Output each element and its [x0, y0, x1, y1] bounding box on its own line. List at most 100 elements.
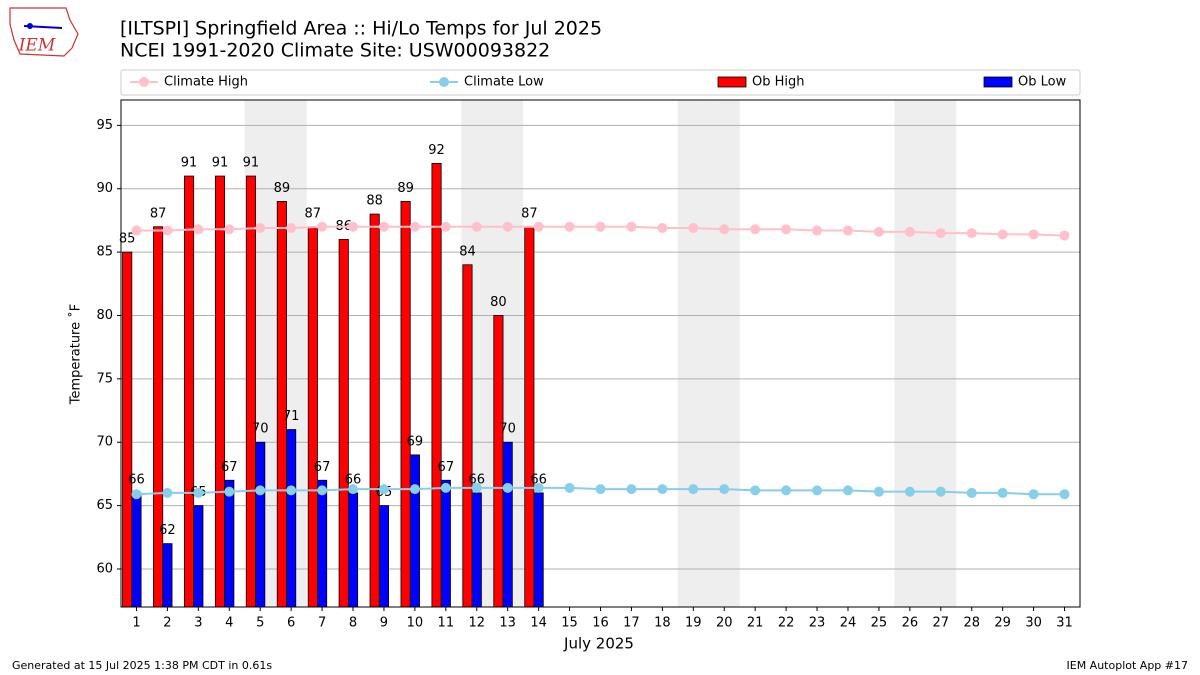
line-marker	[873, 226, 884, 237]
bar	[409, 454, 420, 608]
line-marker	[688, 484, 699, 495]
bar	[440, 479, 451, 608]
line-marker	[193, 487, 204, 498]
y-tick-label: 75	[96, 371, 113, 386]
weekend-shade	[677, 100, 740, 607]
bar	[471, 492, 482, 608]
footer-right: IEM Autoplot App #17	[1067, 659, 1189, 672]
logo: IEM	[9, 7, 79, 57]
bar-value-label: 67	[221, 460, 238, 475]
line-marker	[255, 485, 266, 496]
x-tick-label: 10	[407, 616, 424, 631]
line-marker	[657, 223, 668, 234]
bar-value-label: 91	[212, 156, 229, 171]
weekend-shade	[894, 100, 957, 607]
line-marker	[224, 224, 235, 235]
legend-marker	[439, 77, 449, 87]
line-marker	[193, 224, 204, 235]
line-marker	[781, 485, 792, 496]
x-tick-label: 30	[1025, 616, 1042, 631]
x-tick-label: 4	[225, 616, 233, 631]
bar	[193, 505, 204, 608]
bar	[131, 492, 142, 608]
line-marker	[812, 225, 823, 236]
line-marker	[255, 223, 266, 234]
legend-label: Climate High	[164, 75, 248, 90]
y-tick-label: 80	[96, 308, 113, 323]
legend-label: Climate Low	[464, 75, 544, 90]
bar-value-label: 71	[283, 409, 300, 424]
line-marker	[750, 485, 761, 496]
bar	[338, 239, 349, 608]
bar	[347, 492, 359, 608]
line-marker	[131, 489, 142, 500]
x-tick-label: 19	[685, 616, 702, 631]
bar	[255, 441, 266, 608]
bar	[462, 264, 473, 608]
line-marker	[935, 486, 946, 497]
line-marker	[812, 485, 823, 496]
x-tick-label: 31	[1056, 616, 1073, 631]
bar-value-label: 67	[438, 460, 455, 475]
bar-value-label: 62	[159, 523, 176, 538]
x-tick-label: 24	[840, 616, 857, 631]
line-marker	[626, 484, 637, 495]
bar	[122, 251, 133, 608]
x-tick-label: 20	[716, 616, 733, 631]
x-tick-label: 26	[902, 616, 919, 631]
chart-subtitle: NCEI 1991-2020 Climate Site: USW00093822	[120, 40, 550, 62]
x-tick-label: 5	[256, 616, 264, 631]
bar-value-label: 89	[274, 181, 291, 196]
bar	[524, 226, 535, 608]
x-tick-label: 27	[933, 616, 950, 631]
line-marker	[409, 484, 420, 495]
x-tick-label: 23	[809, 616, 826, 631]
line-marker	[471, 221, 482, 232]
line-marker	[873, 486, 884, 497]
x-tick-label: 18	[654, 616, 671, 631]
line-marker	[409, 221, 420, 232]
line-marker	[750, 224, 761, 235]
bar	[214, 175, 226, 608]
bar	[307, 226, 318, 608]
bar	[400, 200, 411, 608]
line-marker	[719, 224, 730, 235]
line-marker	[997, 229, 1008, 240]
y-tick-label: 95	[96, 118, 113, 133]
bar	[162, 543, 173, 608]
bar	[153, 226, 164, 608]
bar-value-label: 91	[243, 156, 260, 171]
x-tick-label: 8	[349, 616, 357, 631]
line-marker	[162, 225, 173, 236]
plot-frame	[120, 99, 1081, 608]
footer-left: Generated at 15 Jul 2025 1:38 PM CDT in …	[12, 659, 272, 672]
bar-value-label: 87	[305, 206, 322, 221]
x-axis-label: July 2025	[563, 635, 634, 653]
line-marker	[378, 221, 389, 232]
bar-value-label: 88	[366, 194, 383, 209]
bar	[533, 492, 544, 608]
line-marker	[781, 224, 792, 235]
bar-value-label: 80	[490, 295, 507, 310]
bar-value-label: 91	[181, 156, 198, 171]
x-tick-label: 14	[530, 616, 547, 631]
bar-value-label: 66	[530, 472, 547, 487]
logo-outline	[9, 7, 79, 57]
y-tick-label: 65	[96, 498, 113, 513]
bar	[378, 505, 389, 608]
logo-dot	[27, 23, 33, 29]
line-marker	[595, 484, 606, 495]
bar	[276, 200, 287, 608]
x-tick-label: 25	[871, 616, 888, 631]
line-marker	[224, 486, 235, 497]
bar	[369, 213, 380, 608]
bar	[245, 175, 256, 608]
chart-title: [ILTSPI] Springfield Area :: Hi/Lo Temps…	[120, 18, 602, 40]
bar-value-label: 70	[499, 422, 516, 437]
line-marker	[595, 221, 606, 232]
x-tick-label: 29	[994, 616, 1011, 631]
line-marker	[997, 487, 1008, 498]
line-marker	[348, 221, 359, 232]
line-marker	[842, 225, 853, 236]
